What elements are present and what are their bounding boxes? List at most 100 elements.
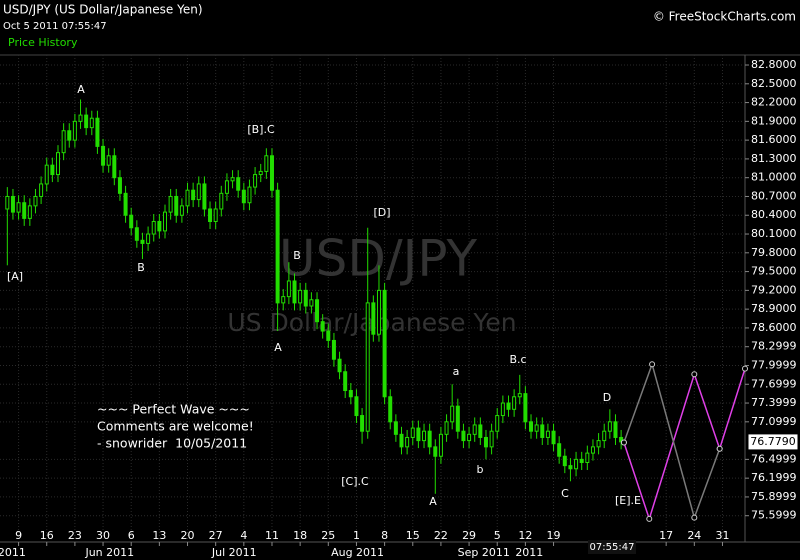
candle-body: [489, 430, 494, 448]
wave-label: b: [477, 463, 484, 476]
candle-body: [427, 430, 432, 448]
y-tick-label: 82.2000: [751, 96, 797, 109]
candle-body: [343, 371, 348, 392]
candle-body: [123, 192, 128, 216]
x-tick-label: 31: [715, 529, 729, 542]
candle-body: [27, 205, 32, 219]
candle-body: [512, 396, 517, 410]
candle-body: [574, 458, 579, 470]
candle-body: [551, 430, 556, 445]
candle-body: [303, 289, 308, 307]
y-tick-label: 80.4000: [751, 208, 797, 221]
x-tick-label: 15: [406, 529, 420, 542]
candle-body: [540, 424, 545, 438]
candle-body: [585, 452, 590, 464]
month-label: Jul 2011: [211, 546, 257, 559]
candle-body: [478, 424, 483, 438]
wave-label: D: [603, 391, 611, 404]
candle-body: [286, 280, 291, 298]
candle-body: [360, 415, 365, 432]
candle-body: [112, 155, 117, 179]
y-tick-label: 77.6999: [751, 377, 797, 390]
candle-body: [309, 299, 314, 307]
month-label: Jun 2011: [84, 546, 134, 559]
y-tick-label: 75.8999: [751, 490, 797, 503]
x-tick-label: 4: [240, 529, 247, 542]
x-tick-label: 11: [265, 529, 279, 542]
candle-body: [331, 339, 336, 360]
y-tick-label: 80.7000: [751, 189, 797, 202]
candle-body: [388, 396, 393, 423]
candle-body: [72, 120, 77, 141]
candle-body: [348, 390, 353, 398]
candle-body: [500, 402, 505, 417]
y-tick-label: 79.8000: [751, 246, 797, 259]
x-tick-label: 18: [293, 529, 307, 542]
candle-body: [320, 321, 325, 332]
x-tick-label: 23: [68, 529, 82, 542]
candle-body: [461, 430, 466, 442]
y-tick-label: 75.5999: [751, 509, 797, 522]
candle-body: [230, 177, 235, 182]
x-tick-label: 25: [321, 529, 335, 542]
candle-body: [450, 405, 455, 423]
month-label: Aug 2011: [331, 546, 384, 559]
candle-body: [596, 440, 601, 448]
candle-body: [365, 302, 370, 432]
y-tick-label: 77.0999: [751, 415, 797, 428]
candle-body: [275, 189, 280, 304]
candle-body: [179, 205, 184, 216]
candle-body: [67, 130, 72, 141]
candle-body: [416, 427, 421, 442]
candle-body: [219, 192, 224, 210]
x-tick-label: 5: [494, 529, 501, 542]
chart-title: USD/JPY (US Dollar/Japanese Yen): [3, 3, 203, 17]
candle-body: [162, 211, 167, 232]
projection-point: [691, 371, 698, 378]
candle-body: [602, 430, 607, 442]
projection-point: [620, 439, 627, 446]
y-tick-label: 78.6000: [751, 321, 797, 334]
candle-body: [298, 289, 303, 304]
y-tick-label: 79.5000: [751, 265, 797, 278]
y-tick-label: 77.9999: [751, 358, 797, 371]
candle-body: [168, 195, 173, 213]
candle-body: [129, 214, 134, 229]
wave-label: A: [274, 341, 282, 354]
candle-body: [202, 183, 207, 210]
x-tick-label: 17: [659, 529, 673, 542]
wave-label: [A]: [7, 270, 23, 283]
candle-body: [315, 299, 320, 323]
x-tick-label: 27: [209, 529, 223, 542]
y-tick-label: 80.1000: [751, 227, 797, 240]
time-label: 07:55:47: [590, 542, 635, 553]
wave-label: A: [429, 495, 437, 508]
x-tick-label: 24: [687, 529, 701, 542]
y-tick-label: 82.8000: [751, 58, 797, 71]
candle-body: [61, 130, 66, 154]
candle-body: [422, 430, 427, 442]
candle-body: [613, 421, 618, 438]
candle-body: [438, 433, 443, 457]
candle-body: [433, 446, 438, 457]
projection-line: [623, 361, 721, 521]
candle-body: [382, 289, 387, 398]
wave-label: B.c: [509, 353, 526, 366]
candle-body: [495, 415, 500, 432]
last-price-box: [747, 433, 799, 451]
candle-body: [483, 436, 488, 448]
wave-label: [C].C: [341, 475, 369, 488]
candle-body: [292, 280, 297, 304]
candle-body: [117, 177, 122, 194]
month-label: 2011: [0, 546, 26, 559]
candle-body: [444, 421, 449, 435]
candle-body: [33, 195, 38, 207]
candle-body: [191, 189, 196, 201]
y-tick-label: 76.1999: [751, 471, 797, 484]
candle-body: [208, 208, 213, 223]
candle-body: [371, 302, 376, 335]
projection-point: [691, 514, 698, 521]
candle-body: [472, 424, 477, 435]
wave-label: B: [137, 261, 145, 274]
